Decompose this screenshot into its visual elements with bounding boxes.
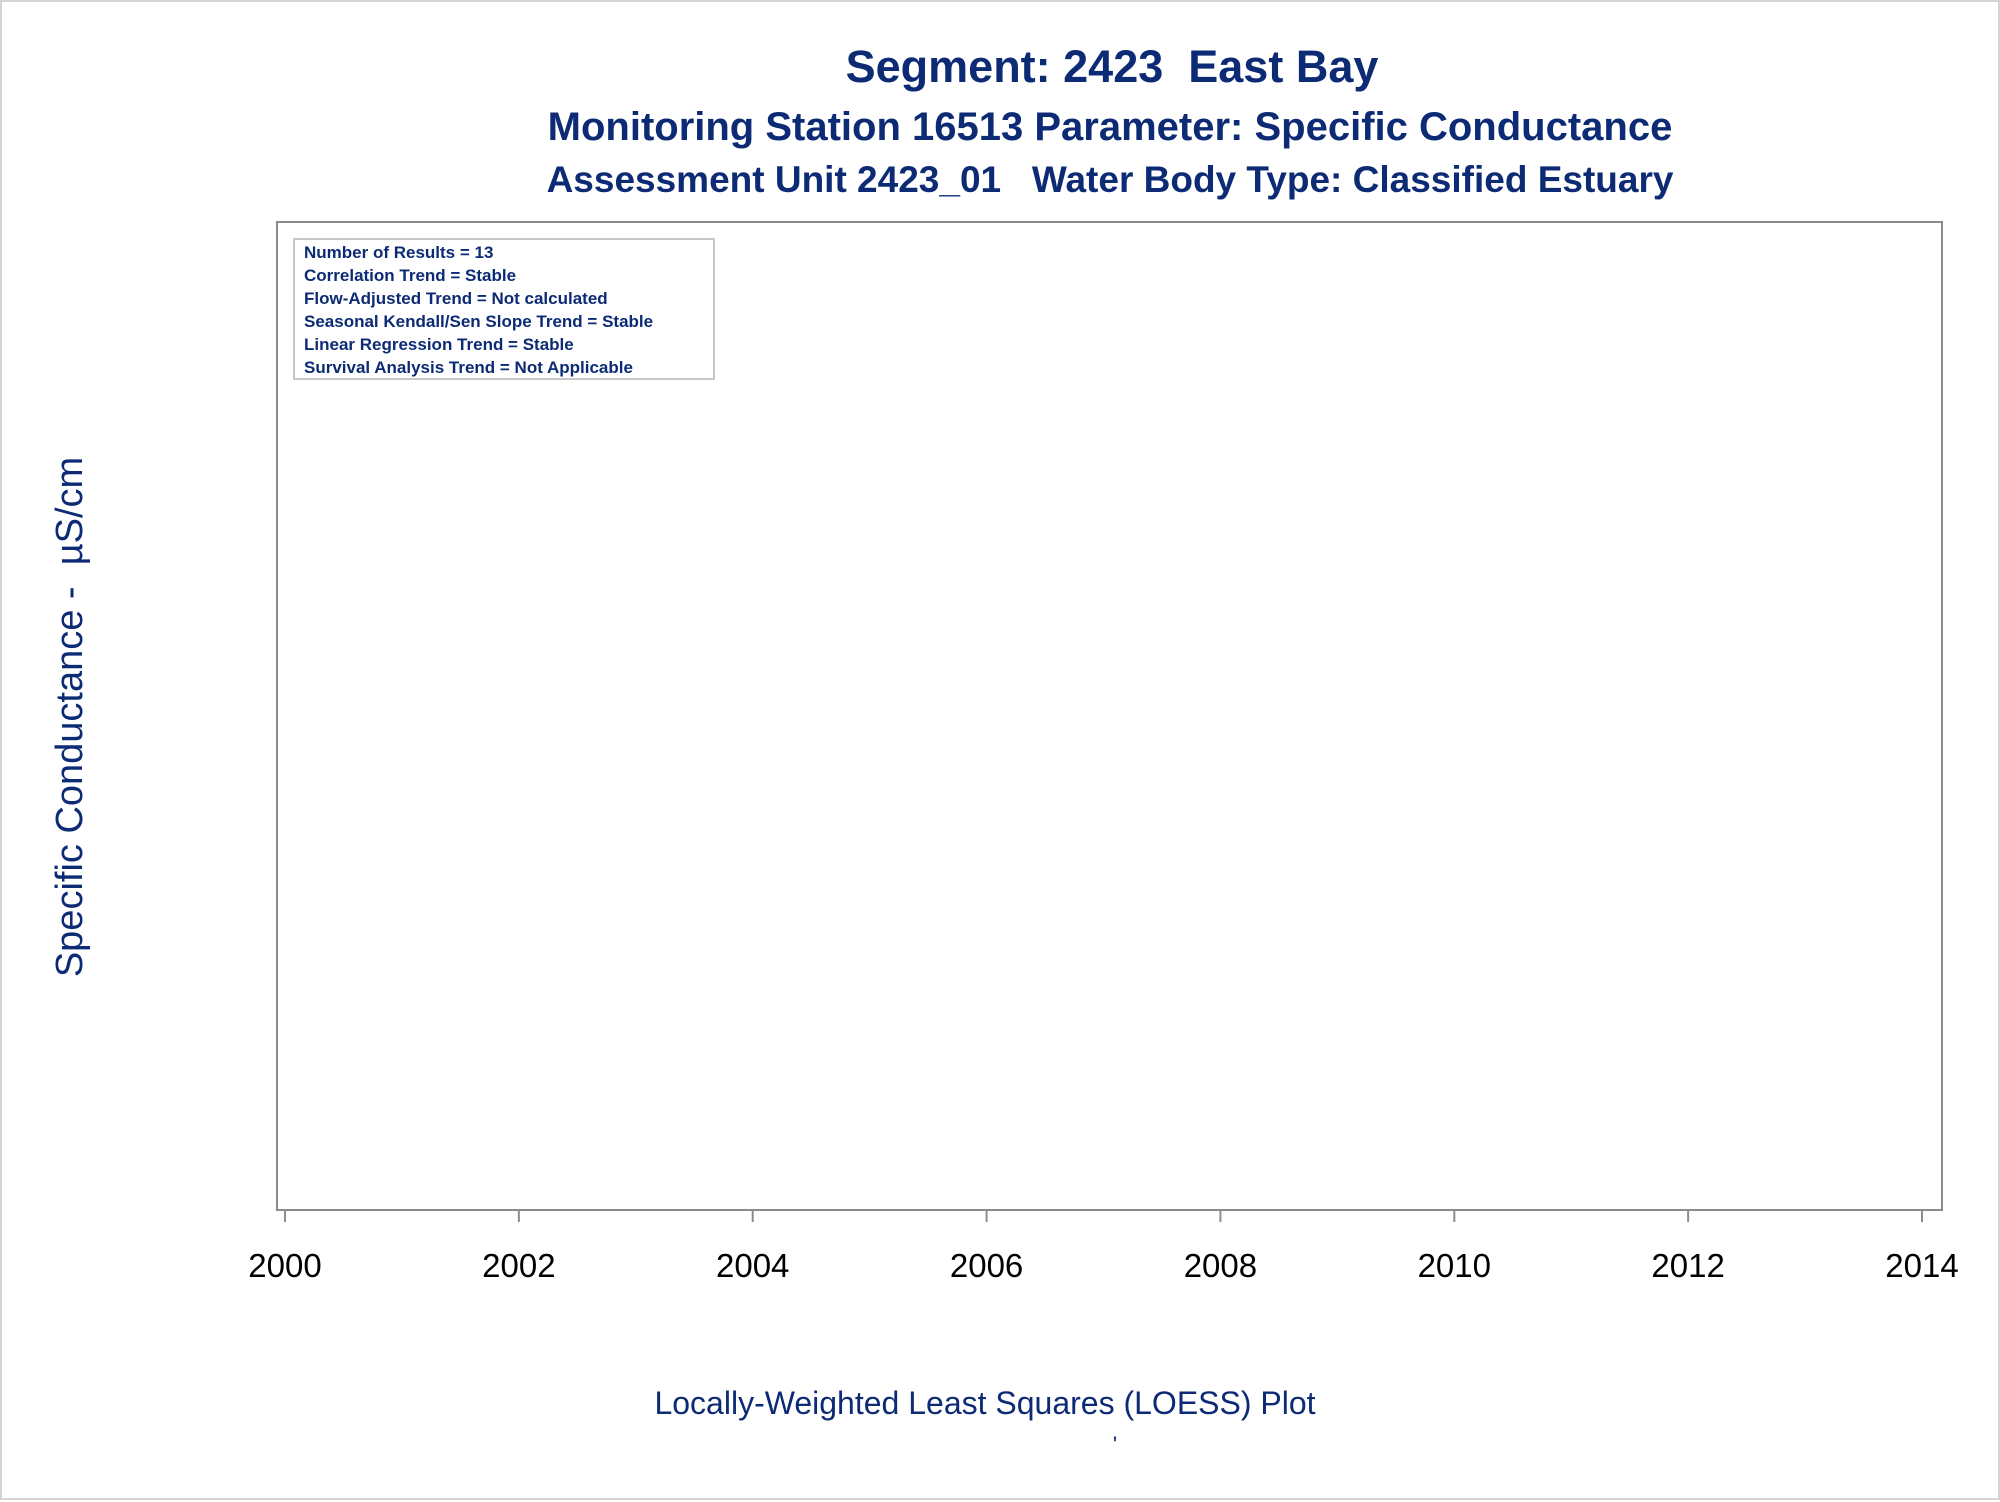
stats-line: Correlation Trend = Stable	[304, 266, 516, 285]
x-tick-label: 2000	[248, 1247, 321, 1284]
x-tick-label: 2010	[1418, 1247, 1491, 1284]
stats-line: Survival Analysis Trend = Not Applicable	[304, 358, 633, 377]
chart-subtitle-1: Monitoring Station 16513 Parameter: Spec…	[548, 105, 1673, 149]
x-tick-label: 2008	[1184, 1247, 1257, 1284]
x-tick-label: 2002	[482, 1247, 555, 1284]
x-axis-label: Locally-Weighted Least Squares (LOESS) P…	[654, 1385, 1315, 1421]
x-tick-label: 2006	[950, 1247, 1023, 1284]
stats-line: Flow-Adjusted Trend = Not calculated	[304, 289, 608, 308]
chart-title: Segment: 2423 East Bay	[846, 41, 1379, 92]
x-tick-label: 2012	[1651, 1247, 1724, 1284]
stats-line: Linear Regression Trend = Stable	[304, 335, 574, 354]
stats-line: Seasonal Kendall/Sen Slope Trend = Stabl…	[304, 312, 653, 331]
y-axis-label: Specific Conductance - µS/cm	[49, 457, 91, 977]
stats-box: Number of Results = 13 Correlation Trend…	[293, 238, 715, 380]
x-tick-label: 2004	[716, 1247, 789, 1284]
stats-box-border	[293, 238, 715, 380]
stats-line: Number of Results = 13	[304, 243, 493, 262]
footnote: '	[1113, 1432, 1117, 1457]
x-axis: 2000 2002 2004 2006 2008 2010 2012 2014	[248, 1209, 1959, 1284]
x-tick-label: 2014	[1885, 1247, 1958, 1284]
y-axis: 10005000100001500020000250003000040000	[276, 222, 278, 1210]
chart-subtitle-2: Assessment Unit 2423_01 Water Body Type:…	[547, 159, 1674, 200]
